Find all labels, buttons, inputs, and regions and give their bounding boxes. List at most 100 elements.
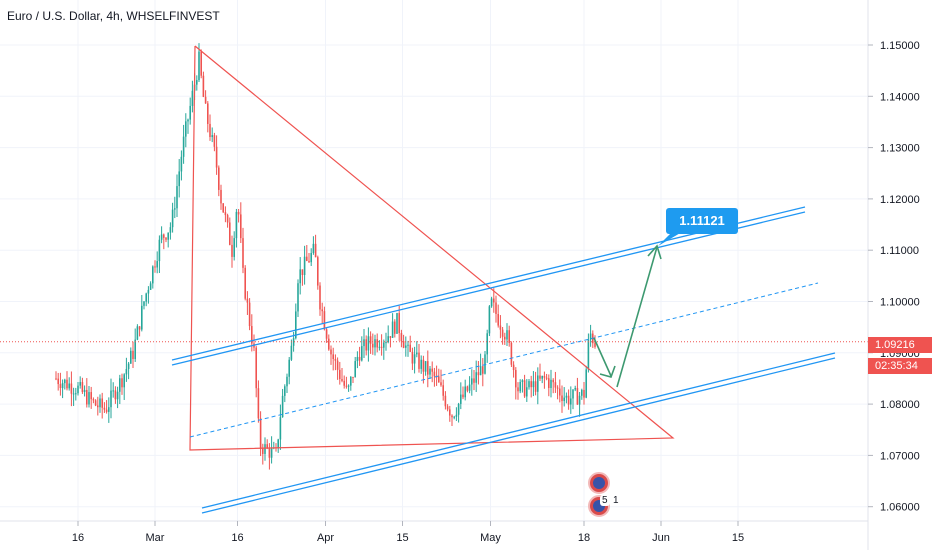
x-tick-label: 16 bbox=[231, 532, 243, 544]
candle-body bbox=[334, 358, 337, 361]
candle-body bbox=[134, 339, 136, 360]
candle-body bbox=[330, 349, 332, 355]
y-tick-label: 1.08000 bbox=[880, 399, 920, 411]
candle-body bbox=[101, 398, 103, 408]
candle-body bbox=[585, 369, 587, 398]
candle-body bbox=[132, 350, 134, 360]
candle-body bbox=[286, 376, 288, 387]
candle-body bbox=[519, 381, 521, 392]
candle-body bbox=[90, 392, 92, 400]
candle-body bbox=[453, 416, 455, 418]
candle-body bbox=[270, 448, 273, 458]
candle-body bbox=[523, 380, 526, 397]
candle-body bbox=[400, 333, 403, 342]
candle-body bbox=[72, 393, 75, 395]
candle-body bbox=[226, 215, 229, 223]
candle-body bbox=[576, 388, 579, 405]
candle-body bbox=[477, 372, 480, 376]
candle-body bbox=[534, 381, 537, 392]
candle-body bbox=[539, 375, 541, 379]
candle-body bbox=[86, 389, 88, 405]
candle-body bbox=[75, 393, 77, 395]
candle-body bbox=[171, 209, 174, 228]
candle-body bbox=[504, 336, 506, 340]
candle-body bbox=[127, 363, 130, 369]
candle-body bbox=[68, 383, 70, 389]
candle-body bbox=[484, 354, 486, 374]
candle-body bbox=[125, 368, 128, 375]
candle-body bbox=[178, 171, 180, 187]
candle-body bbox=[317, 257, 319, 286]
projection-arrow-down[interactable] bbox=[593, 337, 612, 377]
candle-body bbox=[251, 326, 253, 344]
candle-body bbox=[394, 321, 396, 334]
upper-channel-line-2[interactable] bbox=[171, 211, 806, 366]
target-callout[interactable]: 1.11121 bbox=[666, 208, 738, 234]
candle-body bbox=[123, 374, 125, 388]
candle-body bbox=[207, 103, 209, 124]
candle-body bbox=[420, 359, 422, 369]
candle-body bbox=[88, 392, 90, 405]
projection-arrow-up[interactable] bbox=[616, 246, 658, 388]
candle-body bbox=[411, 351, 414, 364]
candle-body bbox=[541, 375, 543, 379]
candle-body bbox=[341, 379, 343, 381]
candle-body bbox=[486, 333, 488, 355]
candle-body bbox=[528, 381, 530, 388]
candle-body bbox=[288, 359, 290, 377]
candle-body bbox=[92, 399, 95, 401]
triangle-pattern[interactable] bbox=[189, 45, 675, 451]
candle-body bbox=[297, 283, 299, 312]
y-tick-label: 1.10000 bbox=[880, 297, 920, 309]
candle-body bbox=[574, 388, 576, 390]
candle-body bbox=[594, 343, 596, 347]
candle-body bbox=[506, 330, 508, 340]
event-flag-icon[interactable] bbox=[588, 472, 610, 494]
candle-body bbox=[473, 378, 475, 383]
candle-body bbox=[266, 444, 268, 448]
candle-body bbox=[306, 256, 308, 261]
candle-body bbox=[365, 339, 367, 351]
x-tick-label: Jun bbox=[652, 532, 670, 544]
y-tick-label: 1.06000 bbox=[880, 502, 920, 514]
candle-body bbox=[391, 321, 394, 338]
candle-body bbox=[378, 346, 381, 348]
candle-body bbox=[61, 383, 64, 389]
candle-body bbox=[361, 346, 363, 361]
arrowhead-down bbox=[599, 365, 616, 378]
callout-pointer bbox=[658, 232, 682, 246]
candle-body bbox=[240, 214, 242, 239]
candle-body bbox=[369, 336, 372, 344]
candle-body bbox=[222, 203, 224, 213]
lower-channel-line-2[interactable] bbox=[201, 357, 836, 514]
candle-body bbox=[209, 123, 211, 138]
candle-body bbox=[545, 377, 548, 379]
candle-body bbox=[281, 395, 284, 418]
candle-body bbox=[169, 227, 172, 233]
candle-body bbox=[385, 342, 387, 344]
candle-body bbox=[424, 361, 427, 372]
candle-body bbox=[376, 339, 378, 348]
candle-body bbox=[515, 370, 517, 388]
x-tick-label: Apr bbox=[317, 532, 334, 544]
candle-body bbox=[264, 444, 266, 454]
candle-body bbox=[512, 364, 515, 371]
candle-body bbox=[380, 346, 383, 348]
candle-body bbox=[204, 96, 207, 104]
candle-body bbox=[99, 398, 101, 408]
candle-body bbox=[552, 379, 554, 383]
candle-body bbox=[116, 391, 119, 400]
candle-body bbox=[163, 234, 165, 238]
candle-body bbox=[490, 298, 493, 307]
candle-body bbox=[339, 369, 341, 380]
event-count-badge-2: 1 bbox=[613, 495, 619, 506]
candle-body bbox=[108, 407, 110, 412]
channel-midline[interactable] bbox=[189, 282, 819, 438]
candle-body bbox=[314, 243, 317, 258]
candle-body bbox=[145, 293, 147, 302]
candle-body bbox=[561, 395, 563, 402]
candle-body bbox=[319, 285, 321, 310]
lower-channel-line[interactable] bbox=[201, 352, 836, 509]
candle-body bbox=[77, 385, 79, 394]
